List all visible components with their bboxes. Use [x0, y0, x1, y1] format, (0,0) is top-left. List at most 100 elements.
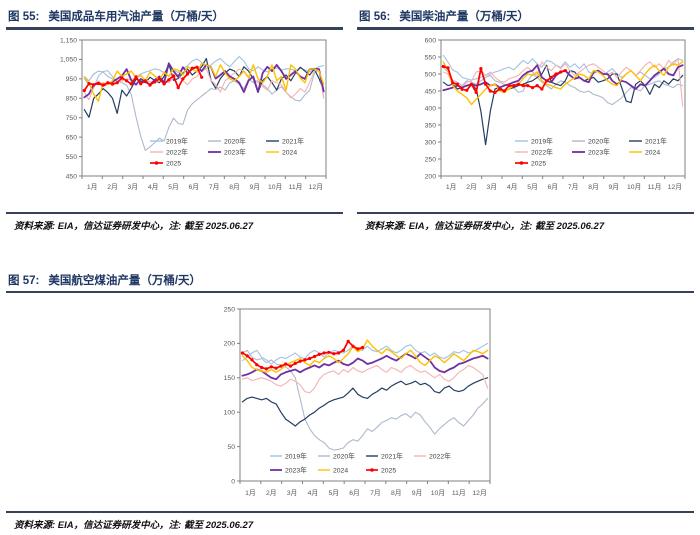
svg-text:4月: 4月: [308, 489, 319, 497]
svg-text:350: 350: [425, 122, 437, 129]
svg-text:9月: 9月: [250, 183, 261, 191]
svg-text:850: 850: [66, 95, 78, 102]
diesel-production-chart: 200 250 300 350 400 450 500 550 600 1月 2月 3月 4月 5月 6月 7…: [357, 34, 694, 206]
svg-text:0: 0: [231, 478, 235, 485]
svg-text:2025: 2025: [166, 160, 181, 167]
svg-text:2023年: 2023年: [224, 147, 246, 156]
svg-text:50: 50: [227, 444, 235, 451]
svg-text:200: 200: [425, 173, 437, 180]
svg-text:3月: 3月: [287, 489, 298, 497]
svg-text:150: 150: [224, 375, 236, 382]
svg-text:4月: 4月: [507, 183, 518, 191]
svg-text:1,150: 1,150: [60, 37, 77, 44]
svg-text:500: 500: [425, 71, 437, 78]
svg-text:3月: 3月: [128, 183, 139, 191]
svg-text:2020年: 2020年: [224, 136, 246, 145]
svg-text:250: 250: [425, 156, 437, 163]
svg-text:250: 250: [224, 306, 236, 313]
svg-text:2024: 2024: [645, 149, 660, 156]
svg-text:10月: 10月: [431, 489, 445, 497]
svg-text:1月: 1月: [245, 489, 256, 497]
svg-text:1月: 1月: [87, 183, 98, 191]
svg-text:8月: 8月: [588, 183, 599, 191]
divider: [357, 27, 694, 30]
figure-57-source: 资料来源: EIA，信达证券研发中心，注: 截至 2025.06.27: [14, 520, 254, 531]
svg-text:650: 650: [66, 134, 78, 141]
chart-canvas: 450 550 650 750 850 950 1,050 1,150 1月 2月 3月 4月 5月 6月…: [60, 37, 327, 191]
figure-57-label: 图 57:: [8, 275, 40, 287]
divider: [6, 511, 694, 513]
svg-text:2022年: 2022年: [166, 147, 188, 156]
svg-text:2023年: 2023年: [588, 147, 610, 156]
svg-text:300: 300: [425, 139, 437, 146]
top-charts-row: 图 55: 美国成品车用汽油产量（万桶/天） 450 550 650 750 850 95…: [6, 6, 694, 232]
svg-text:2024: 2024: [333, 467, 348, 474]
svg-text:8月: 8月: [229, 183, 240, 191]
svg-text:450: 450: [66, 173, 78, 180]
svg-text:7月: 7月: [370, 489, 381, 497]
figure-56-label: 图 56:: [359, 11, 391, 23]
svg-text:2019年: 2019年: [531, 136, 553, 145]
figure-55-title: 图 55: 美国成品车用汽油产量（万桶/天）: [8, 8, 343, 24]
divider: [6, 27, 343, 30]
svg-text:2023年: 2023年: [285, 465, 307, 474]
svg-text:2月: 2月: [466, 183, 477, 191]
svg-text:2024: 2024: [282, 149, 297, 156]
svg-text:11月: 11月: [452, 489, 466, 497]
figure-55: 图 55: 美国成品车用汽油产量（万桶/天） 450 550 650 750 850 95…: [6, 6, 343, 232]
figure-56-title-text: 美国柴油产量（万桶/天）: [399, 11, 530, 23]
svg-text:5月: 5月: [168, 183, 179, 191]
svg-text:10月: 10月: [268, 183, 282, 191]
chart-canvas: 200 250 300 350 400 450 500 550 600 1月 2月 3月 4月 5月 6月 7…: [425, 37, 686, 191]
figure-56-title: 图 56: 美国柴油产量（万桶/天）: [359, 8, 694, 24]
svg-text:12月: 12月: [472, 489, 486, 497]
svg-text:2月: 2月: [107, 183, 118, 191]
svg-text:3月: 3月: [487, 183, 498, 191]
svg-text:10月: 10月: [627, 183, 641, 191]
svg-text:100: 100: [224, 410, 236, 417]
svg-text:2019年: 2019年: [166, 136, 188, 145]
svg-text:2022年: 2022年: [429, 451, 451, 460]
svg-text:12月: 12月: [668, 183, 682, 191]
svg-text:2022年: 2022年: [531, 147, 553, 156]
figure-57-title: 图 57: 美国航空煤油产量（万桶/天）: [8, 272, 694, 288]
figure-57: 图 57: 美国航空煤油产量（万桶/天） 0 50 100 150 200 250 1月 2月…: [6, 270, 694, 531]
svg-text:450: 450: [425, 88, 437, 95]
svg-text:1,050: 1,050: [60, 56, 77, 63]
svg-text:12月: 12月: [309, 183, 323, 191]
jet-fuel-production-chart: 0 50 100 150 200 250 1月 2月 3月 4月 5月 6月 7月 8月 9月 10月 11月 1…: [204, 303, 496, 507]
svg-text:8月: 8月: [391, 489, 402, 497]
svg-text:7月: 7月: [209, 183, 220, 191]
svg-text:6月: 6月: [548, 183, 559, 191]
figure-55-title-text: 美国成品车用汽油产量（万桶/天）: [48, 11, 225, 23]
figure-55-label: 图 55:: [8, 11, 40, 23]
svg-text:2021年: 2021年: [381, 451, 403, 460]
divider: [6, 291, 694, 293]
svg-text:2019年: 2019年: [285, 451, 307, 460]
svg-text:550: 550: [425, 54, 437, 61]
svg-text:2025: 2025: [531, 160, 546, 167]
svg-text:200: 200: [224, 341, 236, 348]
svg-text:2021年: 2021年: [645, 136, 667, 145]
svg-text:11月: 11月: [648, 183, 662, 191]
svg-text:4月: 4月: [148, 183, 159, 191]
svg-text:2021年: 2021年: [282, 136, 304, 145]
figure-56-source: 资料来源: EIA，信达证券研发中心，注: 截至 2025.06.27: [365, 220, 605, 232]
svg-text:2020年: 2020年: [333, 451, 355, 460]
svg-text:1月: 1月: [446, 183, 457, 191]
svg-text:550: 550: [66, 153, 78, 160]
divider: [357, 211, 694, 214]
figure-57-title-text: 美国航空煤油产量（万桶/天）: [48, 275, 202, 287]
svg-text:11月: 11月: [289, 183, 303, 191]
svg-text:9月: 9月: [412, 489, 423, 497]
svg-text:2月: 2月: [266, 489, 277, 497]
figure-56: 图 56: 美国柴油产量（万桶/天） 200 250 300 350 400 450 500…: [357, 6, 694, 232]
divider: [6, 211, 343, 214]
svg-text:400: 400: [425, 105, 437, 112]
svg-text:2025: 2025: [381, 467, 396, 474]
svg-text:5月: 5月: [527, 183, 538, 191]
svg-text:5月: 5月: [328, 489, 339, 497]
svg-text:950: 950: [66, 76, 78, 83]
svg-text:7月: 7月: [568, 183, 579, 191]
